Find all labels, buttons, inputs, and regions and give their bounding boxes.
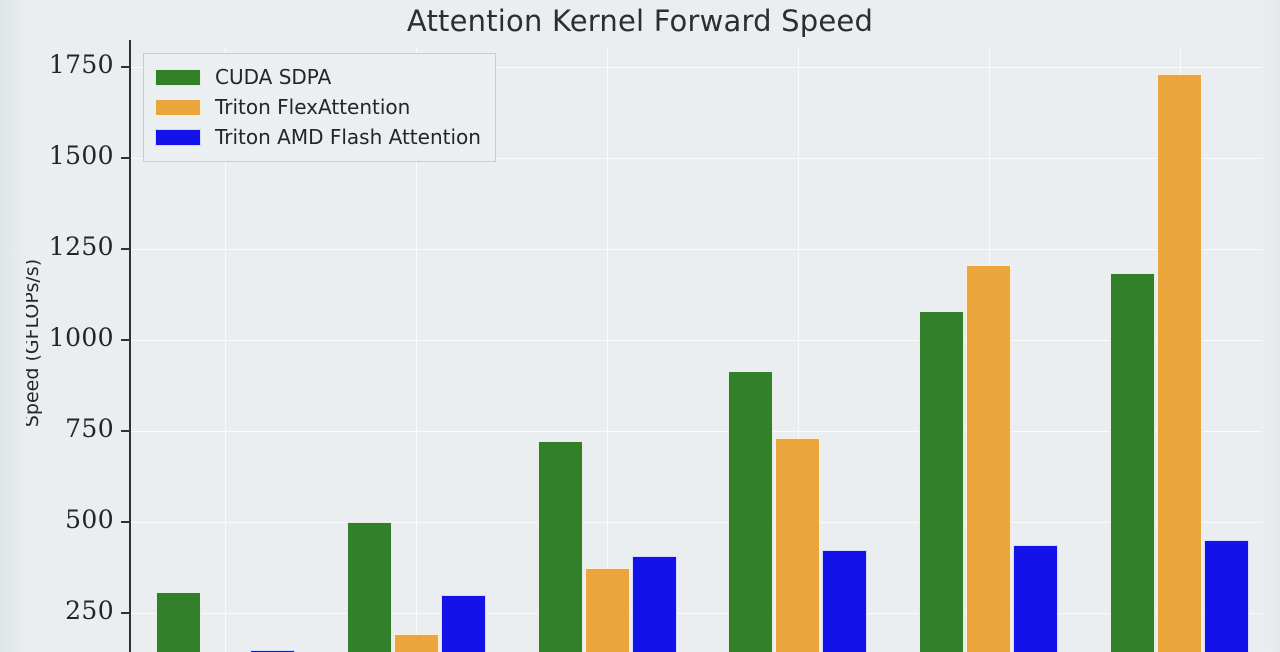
gridline-horizontal [130, 249, 1275, 250]
y-axis-tick-label: 250 [65, 596, 114, 625]
y-axis-tick-label: 1750 [48, 50, 114, 79]
gridline-horizontal [130, 67, 1275, 68]
gridline-horizontal [130, 158, 1275, 159]
plot-area [130, 48, 1275, 652]
gridline-vertical [798, 48, 799, 652]
y-axis-tick-label: 500 [65, 505, 114, 534]
legend-item[interactable]: Triton AMD Flash Attention [155, 122, 481, 152]
y-axis-tick-label: 1500 [48, 141, 114, 170]
y-axis-tick-mark [121, 612, 130, 614]
y-axis-tick-mark [121, 430, 130, 432]
y-axis-tick-mark [121, 66, 130, 68]
legend-item[interactable]: CUDA SDPA [155, 62, 481, 92]
bar [775, 437, 821, 652]
gridline-horizontal [130, 522, 1275, 523]
bar [1204, 540, 1250, 652]
y-axis-tick-label: 1000 [48, 323, 114, 352]
bar [728, 371, 774, 652]
bar [1157, 74, 1203, 652]
y-axis-spine [129, 40, 131, 652]
gridline-vertical [416, 48, 417, 652]
bar [440, 594, 486, 652]
gridline-vertical [225, 48, 226, 652]
legend-color-swatch [155, 98, 201, 116]
chart-legend: CUDA SDPA Triton FlexAttention Triton AMD … [143, 53, 496, 162]
bar [1110, 273, 1156, 652]
legend-item-label: CUDA SDPA [215, 65, 332, 89]
bar [966, 264, 1012, 652]
legend-color-swatch [155, 128, 201, 146]
gridline-horizontal [130, 340, 1275, 341]
y-axis-tick-mark [121, 339, 130, 341]
y-axis-tick-mark [121, 521, 130, 523]
legend-color-swatch [155, 68, 201, 86]
gridline-horizontal [130, 431, 1275, 432]
legend-item-label: Triton AMD Flash Attention [215, 125, 481, 149]
gridline-vertical [607, 48, 608, 652]
bar [919, 311, 965, 652]
y-axis-tick-mark [121, 157, 130, 159]
bar [537, 441, 583, 652]
y-axis-label: Speed (GFLOPs/s) [21, 258, 43, 428]
y-axis-tick-label: 750 [65, 414, 114, 443]
y-axis-tick-label: 1250 [48, 232, 114, 261]
legend-item[interactable]: Triton FlexAttention [155, 92, 481, 122]
bar [584, 567, 630, 652]
bar [346, 522, 392, 652]
bar [822, 550, 868, 652]
gridline-horizontal [130, 613, 1275, 614]
y-axis-tick-mark [121, 248, 130, 250]
bar [155, 591, 201, 652]
bar [249, 650, 295, 652]
bar [1013, 544, 1059, 652]
bar [631, 555, 677, 652]
legend-item-label: Triton FlexAttention [215, 95, 411, 119]
bar [393, 634, 439, 652]
chart-title: Attention Kernel Forward Speed [406, 4, 874, 38]
